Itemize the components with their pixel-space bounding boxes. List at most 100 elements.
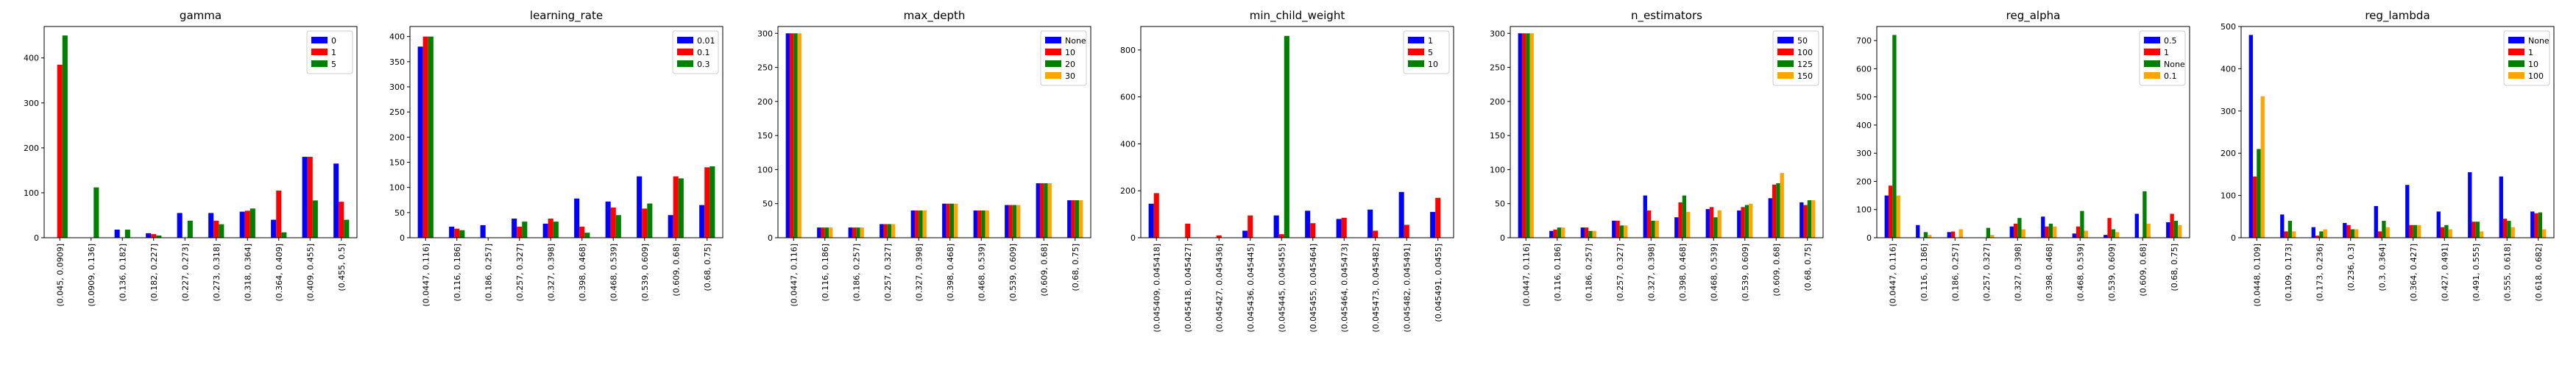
bar bbox=[2480, 231, 2484, 238]
y-tick-label: 50 bbox=[394, 208, 405, 218]
bar bbox=[789, 33, 794, 238]
bar bbox=[1153, 193, 1159, 238]
legend-label: None bbox=[2528, 36, 2550, 46]
bar bbox=[1039, 183, 1044, 238]
bar bbox=[2111, 229, 2116, 238]
bar bbox=[579, 226, 585, 238]
bar bbox=[2170, 213, 2174, 238]
bar bbox=[1896, 195, 1900, 238]
y-tick-label: 0 bbox=[1866, 233, 1872, 243]
bar bbox=[177, 213, 183, 238]
bar bbox=[1044, 183, 1048, 238]
legend-label: 100 bbox=[2528, 71, 2544, 81]
bar bbox=[1373, 230, 1379, 238]
bar bbox=[1713, 217, 1718, 238]
bar bbox=[2538, 212, 2543, 238]
x-tick-label: (0.618, 0.682] bbox=[2534, 244, 2544, 302]
x-tick-label: (0.539, 0.609] bbox=[640, 244, 650, 302]
x-tick-label: (0.182, 0.227] bbox=[149, 244, 159, 302]
bar bbox=[2502, 219, 2508, 238]
bar bbox=[480, 224, 486, 238]
chart-title: learning_rate bbox=[530, 9, 603, 23]
x-tick-label: (0.257, 0.327] bbox=[883, 244, 893, 302]
y-tick-label: 100 bbox=[757, 165, 773, 174]
bar bbox=[449, 226, 455, 238]
bar bbox=[2471, 222, 2476, 238]
y-tick-label: 300 bbox=[389, 82, 405, 92]
bar bbox=[1682, 195, 1687, 238]
bar bbox=[1284, 35, 1289, 238]
y-tick-label: 0 bbox=[1500, 233, 1505, 243]
x-tick-label: (0.136, 0.182] bbox=[118, 244, 127, 302]
y-tick-label: 100 bbox=[389, 183, 405, 193]
x-tick-label: (0.236, 0.3] bbox=[2346, 244, 2356, 291]
bar bbox=[710, 166, 715, 238]
x-tick-label: (0.045491, 0.0455] bbox=[1434, 244, 1443, 322]
bar bbox=[678, 178, 684, 238]
bar bbox=[2021, 229, 2025, 238]
bar bbox=[2542, 229, 2547, 238]
legend-swatch bbox=[311, 37, 328, 43]
bar bbox=[2048, 223, 2053, 238]
bar bbox=[428, 36, 434, 238]
x-tick-label: (0.491, 0.555] bbox=[2471, 244, 2481, 302]
x-tick-label: (0.257, 0.327] bbox=[1982, 244, 1992, 302]
bar bbox=[2409, 224, 2413, 238]
y-tick-label: 200 bbox=[2221, 149, 2236, 158]
x-tick-label: (0.539, 0.609] bbox=[1008, 244, 1018, 302]
x-tick-label: (0.398, 0.468] bbox=[1678, 244, 1688, 302]
x-tick-label: (0.0909, 0.136] bbox=[87, 244, 96, 307]
plot-frame bbox=[777, 26, 1091, 238]
bar bbox=[797, 33, 802, 238]
y-tick-label: 50 bbox=[1495, 199, 1505, 209]
bar bbox=[2053, 226, 2057, 238]
legend-swatch bbox=[677, 49, 693, 55]
bar bbox=[1248, 215, 1253, 238]
legend-label: 100 bbox=[1797, 48, 1813, 57]
legend-box bbox=[2503, 30, 2550, 86]
bar bbox=[647, 203, 653, 238]
bar bbox=[1646, 210, 1652, 238]
x-tick-label: (0.045482, 0.045491] bbox=[1402, 244, 1412, 333]
y-tick-label: 600 bbox=[1120, 93, 1136, 102]
bar bbox=[1580, 227, 1585, 238]
bar bbox=[2354, 229, 2359, 238]
y-tick-label: 100 bbox=[1856, 205, 1872, 215]
bar bbox=[1643, 195, 1647, 238]
bar bbox=[542, 223, 548, 238]
bar bbox=[2076, 226, 2081, 238]
bar bbox=[1341, 217, 1347, 238]
bar bbox=[880, 224, 884, 238]
bar bbox=[949, 203, 955, 238]
bar bbox=[2530, 211, 2535, 238]
bar bbox=[1923, 232, 1928, 238]
x-tick-label: (0.609, 0.68] bbox=[2138, 244, 2148, 297]
bar bbox=[1705, 209, 1710, 238]
x-tick-label: (0.116, 0.186] bbox=[1553, 244, 1563, 302]
bar bbox=[637, 176, 643, 238]
x-tick-label: (0.257, 0.327] bbox=[1616, 244, 1625, 302]
chart-title: n_estimators bbox=[1631, 9, 1702, 23]
bar bbox=[2280, 214, 2285, 238]
bar bbox=[942, 203, 946, 238]
legend-swatch bbox=[2508, 49, 2524, 55]
bar bbox=[668, 215, 673, 238]
y-tick-label: 0 bbox=[1130, 233, 1136, 243]
y-tick-label: 200 bbox=[757, 97, 773, 107]
bar bbox=[2292, 231, 2296, 238]
y-tick-label: 150 bbox=[389, 158, 405, 168]
y-tick-label: 250 bbox=[1490, 63, 1505, 73]
bar bbox=[2468, 172, 2472, 238]
bar bbox=[2009, 226, 2014, 238]
bar bbox=[454, 228, 460, 238]
bar bbox=[1737, 210, 1741, 238]
chart-title: reg_lambda bbox=[2365, 9, 2430, 23]
legend-label: 125 bbox=[1797, 60, 1813, 69]
bar bbox=[271, 219, 277, 238]
y-tick-label: 0 bbox=[400, 233, 405, 243]
bar bbox=[2444, 224, 2449, 238]
legend-label: 0 bbox=[331, 36, 336, 46]
bar bbox=[605, 201, 611, 238]
bar bbox=[914, 210, 919, 238]
